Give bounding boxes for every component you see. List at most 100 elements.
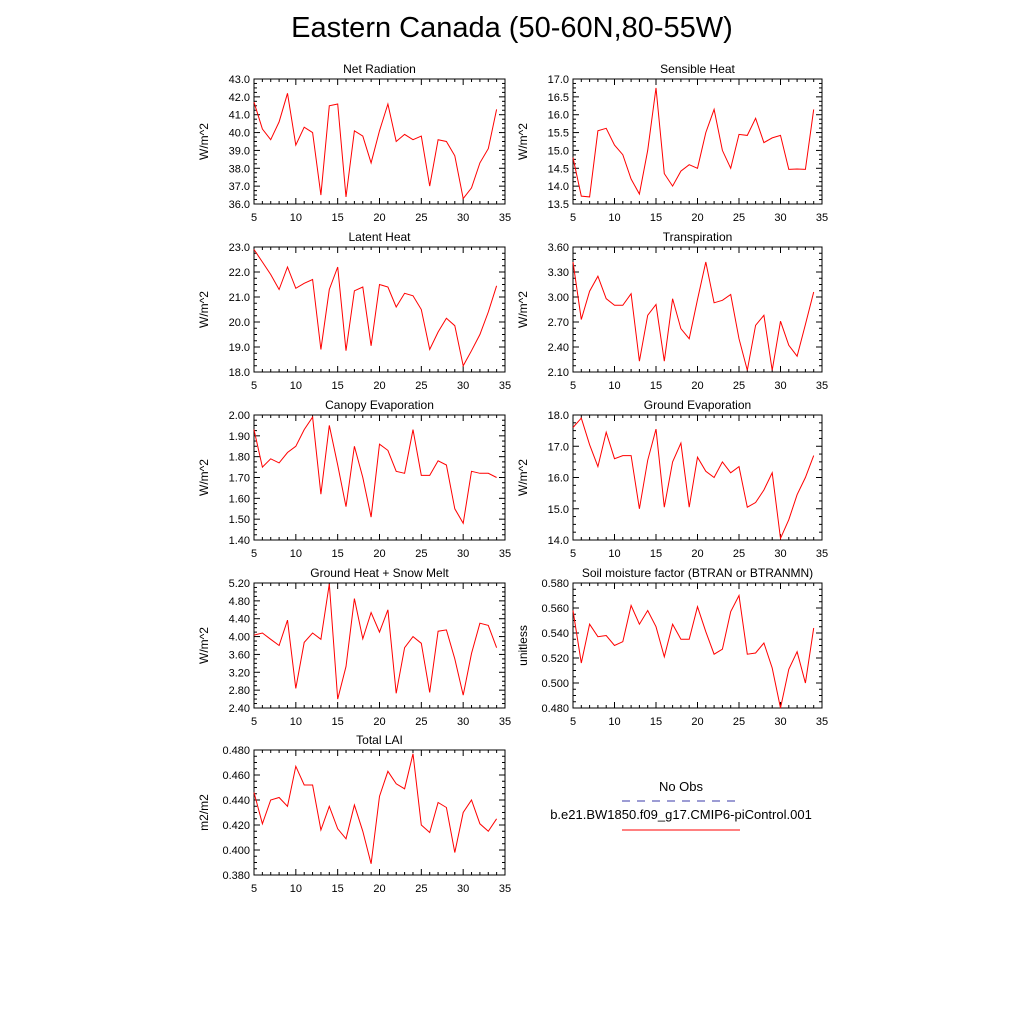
chart-transpiration-title: Transpiration <box>663 230 733 244</box>
chart-soil-moisture-factor-btran-or-btranmn-xtick-label: 10 <box>608 716 620 728</box>
chart-latent-heat: 5 10 15 20 25 30 35 18.0 19.0 20.0 21.0 22.0 23.0 Lat… <box>197 230 511 392</box>
chart-sensible-heat-ytick-label: 13.5 <box>548 199 569 211</box>
chart-transpiration-ytick-label: 3.30 <box>548 267 569 279</box>
chart-soil-moisture-factor-btran-or-btranmn-ytick-label: 0.520 <box>541 653 569 665</box>
chart-sensible-heat-ytick-label: 14.0 <box>548 181 569 193</box>
chart-latent-heat-title: Latent Heat <box>348 230 411 244</box>
chart-ground-heat-snow-melt-ylabel: W/m^2 <box>197 627 211 664</box>
chart-ground-heat-snow-melt-ytick-label: 4.80 <box>229 596 250 608</box>
chart-total-lai-xtick-label: 15 <box>332 883 344 895</box>
chart-sensible-heat-xtick-label: 15 <box>650 212 662 224</box>
chart-transpiration-ytick-label: 3.60 <box>548 242 569 254</box>
chart-soil-moisture-factor-btran-or-btranmn-ylabel: unitless <box>516 625 530 666</box>
chart-sensible-heat-ytick-label: 15.5 <box>548 128 569 140</box>
legend-entry-no-obs: No Obs <box>658 779 704 794</box>
chart-total-lai-xtick-label: 10 <box>290 883 302 895</box>
legend-entry-model-run: b.e21.BW1850.f09_g17.CMIP6-piControl.001 <box>550 807 812 822</box>
chart-canopy-evaporation-ytick-label: 2.00 <box>229 410 250 422</box>
chart-total-lai-title: Total LAI <box>356 733 403 747</box>
chart-soil-moisture-factor-btran-or-btranmn-title: Soil moisture factor (BTRAN or BTRANMN) <box>582 566 813 580</box>
chart-ground-evaporation-xtick-label: 10 <box>608 548 620 560</box>
chart-sensible-heat: 5 10 15 20 25 30 35 13.5 14.0 14.5 15.0 15.5 16.0 16.… <box>516 62 828 224</box>
chart-total-lai-xtick-label: 25 <box>415 883 427 895</box>
chart-net-radiation-frame <box>253 78 506 205</box>
chart-net-radiation-xtick-label: 15 <box>332 212 344 224</box>
chart-net-radiation-xtick-label: 30 <box>457 212 469 224</box>
chart-net-radiation-xtick-label: 5 <box>251 212 257 224</box>
chart-canopy-evaporation-ytick-label: 1.60 <box>229 493 250 505</box>
chart-ground-heat-snow-melt-xtick-label: 20 <box>373 716 385 728</box>
chart-net-radiation-title: Net Radiation <box>343 62 416 76</box>
chart-total-lai: 5 10 15 20 25 30 35 0.380 0.400 0.420 0.440 0.460 0.… <box>197 733 511 895</box>
chart-canopy-evaporation-ytick-label: 1.40 <box>229 535 250 547</box>
chart-total-lai-ylabel: m2/m2 <box>197 794 211 831</box>
chart-latent-heat-ylabel: W/m^2 <box>197 291 211 328</box>
chart-net-radiation-xtick-label: 35 <box>499 212 511 224</box>
chart-canopy-evaporation-frame <box>253 414 506 541</box>
chart-ground-heat-snow-melt-xtick-label: 15 <box>332 716 344 728</box>
chart-net-radiation: 5 10 15 20 25 30 35 36.0 37.0 38.0 39.0 40.0 41.0 42.… <box>197 62 511 224</box>
chart-total-lai-xtick-label: 20 <box>373 883 385 895</box>
chart-canopy-evaporation-xtick-label: 35 <box>499 548 511 560</box>
chart-ground-heat-snow-melt: 5 10 15 20 25 30 35 2.40 2.80 3.20 3.60 4.00 4.40 4.8… <box>197 566 511 728</box>
chart-sensible-heat-ytick-label: 16.5 <box>548 92 569 104</box>
chart-sensible-heat-xtick-label: 25 <box>733 212 745 224</box>
chart-latent-heat-ytick-label: 19.0 <box>229 342 250 354</box>
chart-soil-moisture-factor-btran-or-btranmn-ytick-label: 0.540 <box>541 628 569 640</box>
chart-sensible-heat-xtick-label: 35 <box>816 212 828 224</box>
chart-ground-evaporation-series-line <box>572 417 815 541</box>
chart-latent-heat-ytick-label: 18.0 <box>229 367 250 379</box>
chart-ground-heat-snow-melt-xtick-label: 10 <box>290 716 302 728</box>
chart-soil-moisture-factor-btran-or-btranmn-xtick-label: 20 <box>691 716 703 728</box>
chart-canopy-evaporation-series-line <box>253 415 497 525</box>
chart-ground-heat-snow-melt-xtick-label: 5 <box>251 716 257 728</box>
chart-latent-heat-series-line <box>253 249 498 368</box>
chart-latent-heat-xtick-label: 5 <box>251 380 257 392</box>
chart-ground-evaporation-xtick-label: 35 <box>816 548 828 560</box>
chart-ground-heat-snow-melt-ytick-label: 3.60 <box>229 649 250 661</box>
chart-total-lai-frame <box>253 749 506 876</box>
chart-ground-heat-snow-melt-ytick-label: 2.80 <box>229 685 250 697</box>
chart-sensible-heat-series-line <box>572 87 815 198</box>
chart-soil-moisture-factor-btran-or-btranmn-ytick-label: 0.560 <box>541 603 569 615</box>
chart-ground-evaporation: 5 10 15 20 25 30 35 14.0 15.0 16.0 17.0 18.0 Ground … <box>516 398 828 560</box>
chart-canopy-evaporation-xtick-label: 15 <box>332 548 344 560</box>
chart-latent-heat-xtick-label: 35 <box>499 380 511 392</box>
chart-transpiration-ytick-label: 2.70 <box>548 317 569 329</box>
chart-ground-heat-snow-melt-ytick-label: 4.00 <box>229 632 250 644</box>
chart-canopy-evaporation: 5 10 15 20 25 30 35 1.40 1.50 1.60 1.70 1.80 1.90 2.0… <box>197 398 511 560</box>
chart-net-radiation-xtick-label: 10 <box>290 212 302 224</box>
chart-transpiration-xtick-label: 25 <box>733 380 745 392</box>
chart-canopy-evaporation-xtick-label: 20 <box>373 548 385 560</box>
chart-canopy-evaporation-ytick-label: 1.50 <box>229 514 250 526</box>
chart-latent-heat-ytick-label: 20.0 <box>229 317 250 329</box>
chart-latent-heat-xtick-label: 20 <box>373 380 385 392</box>
chart-ground-evaporation-ytick-label: 14.0 <box>548 535 569 547</box>
chart-ground-heat-snow-melt-ytick-label: 4.40 <box>229 614 250 626</box>
chart-total-lai-ytick-label: 0.380 <box>222 870 250 882</box>
chart-ground-evaporation-xtick-label: 30 <box>774 548 786 560</box>
chart-canopy-evaporation-ytick-label: 1.90 <box>229 431 250 443</box>
chart-net-radiation-xtick-label: 25 <box>415 212 427 224</box>
chart-sensible-heat-frame <box>572 78 823 205</box>
chart-soil-moisture-factor-btran-or-btranmn-xtick-label: 30 <box>774 716 786 728</box>
chart-ground-heat-snow-melt-series-line <box>253 583 498 700</box>
chart-canopy-evaporation-ytick-label: 1.70 <box>229 473 250 485</box>
chart-canopy-evaporation-ylabel: W/m^2 <box>197 459 211 496</box>
chart-soil-moisture-factor-btran-or-btranmn-ytick-label: 0.580 <box>541 578 569 590</box>
chart-transpiration-xtick-label: 15 <box>650 380 662 392</box>
chart-latent-heat-xtick-label: 15 <box>332 380 344 392</box>
chart-latent-heat-xtick-label: 25 <box>415 380 427 392</box>
chart-total-lai-ytick-label: 0.480 <box>222 745 250 757</box>
chart-canopy-evaporation-xtick-label: 10 <box>290 548 302 560</box>
chart-sensible-heat-ytick-label: 16.0 <box>548 110 569 122</box>
chart-ground-evaporation-xtick-label: 5 <box>570 548 576 560</box>
chart-ground-evaporation-xtick-label: 25 <box>733 548 745 560</box>
page-title: Eastern Canada (50-60N,80-55W) <box>291 12 733 44</box>
chart-soil-moisture-factor-btran-or-btranmn-ytick-label: 0.500 <box>541 678 569 690</box>
chart-canopy-evaporation-ytick-label: 1.80 <box>229 452 250 464</box>
chart-soil-moisture-factor-btran-or-btranmn-xtick-label: 35 <box>816 716 828 728</box>
chart-transpiration-ytick-label: 3.00 <box>548 292 569 304</box>
chart-ground-evaporation-ytick-label: 16.0 <box>548 473 569 485</box>
